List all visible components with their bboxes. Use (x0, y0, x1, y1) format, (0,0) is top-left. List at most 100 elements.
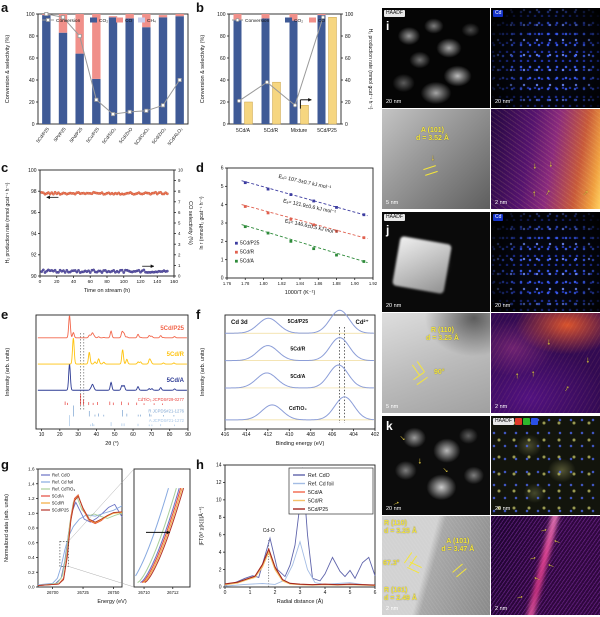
panel-letter-e: e (1, 307, 9, 322)
i-atomic-map: 2 nm (491, 109, 600, 209)
svg-text:12: 12 (216, 480, 222, 486)
svg-text:5Cd/P25: 5Cd/P25 (35, 126, 50, 144)
svg-text:CO₂: CO₂ (99, 18, 108, 24)
scale-bar: 20 nm (495, 99, 511, 105)
panel-letter-d: d (196, 160, 204, 175)
svg-text:60: 60 (88, 279, 94, 285)
svg-text:60: 60 (29, 56, 35, 62)
svg-text:1: 1 (249, 590, 252, 596)
svg-text:20: 20 (345, 100, 351, 106)
panel-letter-j: j (386, 223, 390, 237)
svg-text:402: 402 (371, 432, 380, 438)
scale-bar: 5 nm (386, 404, 399, 410)
svg-text:5Cd/P25: 5Cd/P25 (160, 326, 184, 332)
k-haadf-image: k 20 nm (382, 416, 490, 515)
svg-text:40: 40 (29, 78, 35, 84)
svg-text:1.86: 1.86 (314, 281, 323, 286)
svg-text:2: 2 (178, 252, 181, 257)
svg-text:2θ (°): 2θ (°) (105, 441, 119, 447)
svg-text:5Cd/Al₂O₃: 5Cd/Al₂O₃ (167, 126, 184, 146)
svg-text:1.92: 1.92 (369, 281, 378, 286)
defect-arrow (578, 185, 591, 198)
svg-text:CH₄: CH₄ (147, 18, 156, 24)
svg-text:5Cd/P25: 5Cd/P25 (240, 241, 260, 247)
svg-text:26712: 26712 (167, 590, 179, 595)
svg-text:4: 4 (221, 202, 224, 208)
svg-text:50: 50 (112, 432, 118, 438)
svg-text:Intensity (arb. units): Intensity (arb. units) (200, 348, 206, 396)
svg-text:H₂ production rate (mmol gcat⁻: H₂ production rate (mmol gcat⁻¹ h⁻¹) (5, 182, 11, 263)
svg-text:0.4: 0.4 (28, 555, 35, 560)
svg-text:Cd²⁺: Cd²⁺ (356, 319, 369, 326)
svg-text:406: 406 (328, 432, 337, 438)
panel-letter-g: g (1, 457, 9, 472)
svg-text:Ref. CdO: Ref. CdO (308, 473, 330, 479)
svg-text:2: 2 (219, 567, 222, 573)
svg-text:6: 6 (219, 532, 222, 538)
defect-arrow (510, 372, 520, 381)
svg-text:408: 408 (307, 432, 316, 438)
svg-text:5Cd/R: 5Cd/R (308, 498, 323, 504)
svg-text:Binding energy (eV): Binding energy (eV) (276, 441, 325, 447)
svg-text:4: 4 (324, 590, 327, 596)
scale-bar: 20 nm (495, 506, 511, 512)
haadf-chip: HAADF (384, 10, 405, 17)
svg-text:10: 10 (216, 498, 222, 504)
angle-annotation: 90° (434, 369, 445, 376)
svg-text:404: 404 (349, 432, 358, 438)
svg-text:26725: 26725 (77, 590, 89, 595)
haadf-chip: HAADF (493, 418, 514, 425)
i-cd-eds-map: Cd 20 nm (491, 8, 600, 108)
panel-e: e 10 20 30 40 50 60 70 80 90 2θ (°) Intensity (arb… (0, 307, 195, 457)
angle-annotation: 67.3° (383, 559, 400, 567)
svg-text:160: 160 (170, 279, 178, 285)
svg-text:40: 40 (94, 432, 100, 438)
svg-text:26710: 26710 (138, 590, 150, 595)
svg-text:6: 6 (221, 166, 224, 172)
svg-text:5Cd/A: 5Cd/A (290, 374, 305, 380)
svg-text:5: 5 (178, 221, 181, 226)
svg-text:Cd-O: Cd-O (263, 528, 275, 534)
svg-text:CdTiO₃: CdTiO₃ (289, 406, 307, 412)
svg-text:0: 0 (219, 585, 222, 591)
svg-text:100: 100 (28, 168, 37, 174)
svg-text:Radial distance (Å): Radial distance (Å) (277, 598, 324, 605)
cd-chip: Cd (493, 10, 504, 17)
svg-text:Intensity (arb. units): Intensity (arb. units) (5, 348, 11, 396)
scale-bar: 20 nm (386, 99, 402, 105)
svg-text:412: 412 (264, 432, 273, 438)
panel-g: g 26700 26725 26750 0.0 0.2 0.4 0.6 0.8 1.0 1.2 1.… (0, 457, 195, 617)
chart-d-arrhenius: 1.76 1.78 1.80 1.82 1.84 1.86 1.88 1.90 1.92 0 1 2 3… (199, 166, 378, 296)
i-haadf-image: HAADF i 20 nm (382, 8, 490, 108)
svg-text:10: 10 (178, 168, 183, 173)
svg-text:5Pt/P25: 5Pt/P25 (53, 126, 67, 142)
svg-text:80: 80 (29, 34, 35, 40)
panel-a: a 0 20 40 60 80 100 Conversion & selectivity (… (0, 0, 195, 160)
svg-text:5Cd/R: 5Cd/R (264, 128, 279, 134)
svg-text:0: 0 (221, 276, 224, 282)
svg-text:R JCPDS#21-1276: R JCPDS#21-1276 (148, 408, 184, 413)
lattice-marker (423, 165, 438, 176)
svg-text:6: 6 (374, 590, 377, 596)
svg-text:5Cu/P25: 5Cu/P25 (85, 126, 100, 144)
lattice-annotation: R (110) d = 3.25 Å (426, 327, 459, 342)
svg-text:80: 80 (220, 34, 226, 40)
k-composite-eds-map: HAADF 20 nm (491, 416, 600, 515)
svg-text:5Cd/A: 5Cd/A (308, 490, 323, 496)
panel-j: HAADF j 20 nm Cd 20 nm R (110) d = 3.25 Å… (382, 212, 600, 413)
lattice-marker (407, 561, 422, 574)
svg-text:60: 60 (220, 56, 226, 62)
svg-text:0: 0 (39, 279, 42, 285)
svg-text:100: 100 (217, 12, 226, 18)
svg-text:1.78: 1.78 (241, 281, 250, 286)
svg-text:5Cd/R: 5Cd/R (240, 250, 255, 256)
lattice-annotation-r101: R (101) d = 2.49 Å (384, 587, 417, 603)
k-hrtem-image: R (110) d = 3.25 Å 67.3° A (101) d = 3.47 … (382, 516, 490, 615)
svg-text:20: 20 (57, 432, 63, 438)
svg-text:7: 7 (178, 199, 181, 204)
scale-bar: 2 nm (495, 606, 508, 612)
svg-text:0: 0 (178, 274, 181, 279)
svg-text:80: 80 (104, 279, 110, 285)
panel-i: HAADF i 20 nm Cd 20 nm A (101) d = 3.52 Å… (382, 8, 600, 209)
svg-text:Conversion: Conversion (245, 18, 270, 24)
